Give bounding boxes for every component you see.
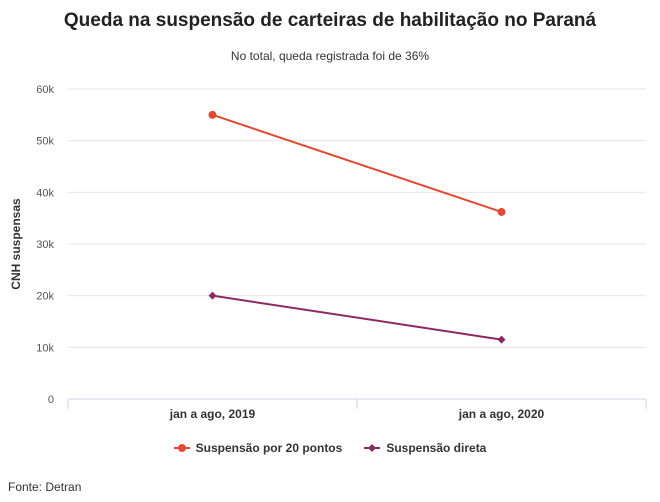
y-tick-label: 10k — [36, 342, 54, 354]
legend-swatch — [364, 444, 381, 452]
x-tick-label: jan a ago, 2019 — [169, 407, 256, 421]
legend-item[interactable]: Suspensão por 20 pontos — [173, 441, 343, 455]
data-point — [497, 207, 506, 216]
chart-title: Queda na suspensão de carteiras de habil… — [63, 10, 597, 31]
x-tick-label: jan a ago, 2020 — [458, 407, 545, 421]
y-tick-label: 50k — [36, 136, 54, 148]
y-tick-label: 40k — [36, 187, 54, 199]
y-tick-label: 20k — [36, 291, 54, 303]
line-chart: 0 10k 20k 30k 40k 50k 60k jan a ago, 2019 jan a … — [9, 84, 647, 421]
data-point — [497, 335, 506, 344]
y-tick-label: 0 — [48, 394, 54, 406]
y-tick-label: 60k — [36, 84, 54, 96]
legend-label: Suspensão direta — [386, 441, 487, 455]
legend-swatch — [173, 444, 190, 452]
source-note: Fonte: Detran — [8, 480, 82, 494]
y-axis-label: CNH suspensas — [9, 198, 23, 290]
data-point — [208, 291, 217, 300]
series-line — [212, 113, 502, 213]
legend-item[interactable]: Suspensão direta — [364, 441, 486, 455]
data-point — [208, 110, 217, 119]
series-line — [212, 294, 502, 341]
chart-legend: Suspensão por 20 pontos Suspensão direta — [0, 441, 660, 455]
chart-subtitle: No total, queda registrada foi de 36% — [230, 49, 430, 63]
y-tick-label: 30k — [36, 239, 54, 251]
legend-label: Suspensão por 20 pontos — [195, 441, 343, 455]
